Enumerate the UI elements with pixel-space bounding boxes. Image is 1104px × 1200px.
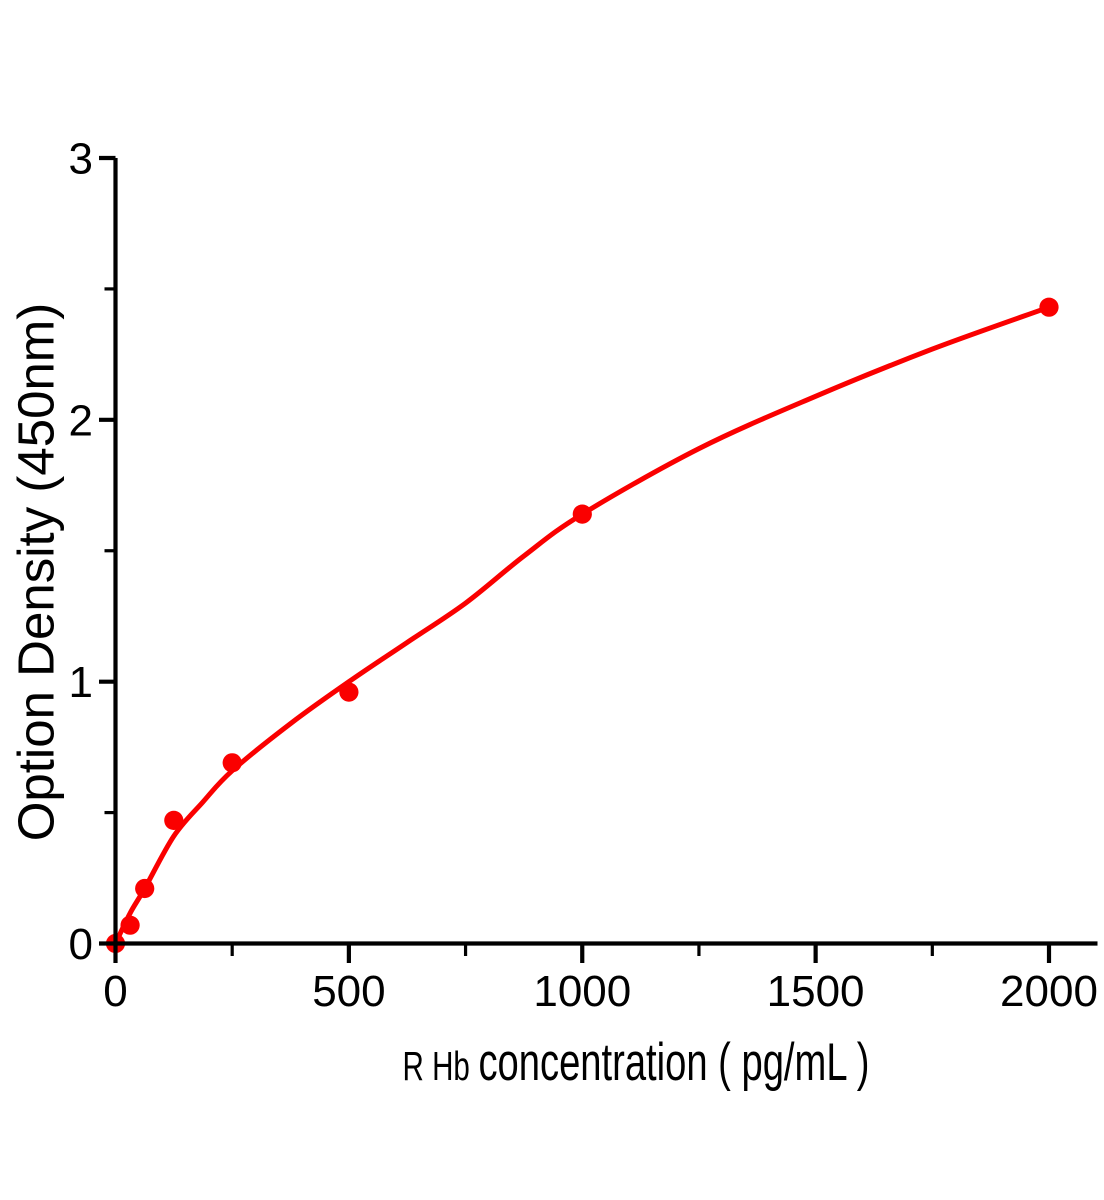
data-point — [135, 878, 155, 899]
y-axis-title-text: Option Density (450nm) — [7, 302, 65, 842]
y-tick-label: 0 — [69, 920, 93, 969]
data-point — [339, 682, 359, 702]
x-tick-label: 1500 — [767, 967, 865, 1016]
y-tick-label: 2 — [69, 396, 93, 445]
y-tick-label: 3 — [69, 135, 93, 184]
fit-curve — [113, 304, 1052, 946]
x-tick-label: 500 — [312, 967, 385, 1016]
data-point — [120, 915, 140, 935]
y-axis-title: Option Density (450nm) — [7, 303, 66, 842]
data-point — [1039, 297, 1059, 317]
x-tick-label: 2000 — [1000, 967, 1098, 1016]
x-axis-title-prefix: R Hb — [402, 1043, 470, 1089]
data-point — [572, 504, 592, 524]
x-tick-label: 1000 — [533, 967, 631, 1016]
y-tick-label: 1 — [69, 658, 93, 707]
x-tick-label: 0 — [103, 967, 127, 1016]
x-axis-title-main: concentration ( pg/mL ) — [478, 1033, 870, 1092]
data-point — [222, 753, 242, 773]
data-point — [164, 810, 184, 831]
x-axis-title: R Hb concentration ( pg/mL ) — [403, 1032, 870, 1093]
